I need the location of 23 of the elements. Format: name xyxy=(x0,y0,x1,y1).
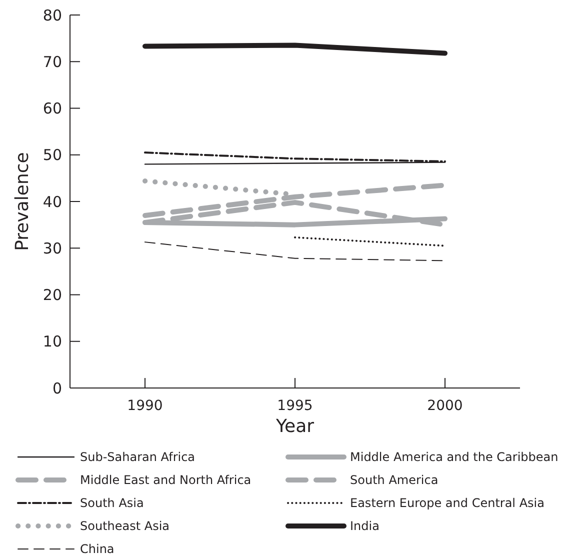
y-tick-label: 50 xyxy=(42,146,62,164)
legend-label: Middle East and North Africa xyxy=(80,473,252,488)
y-tick-label: 60 xyxy=(42,100,62,118)
legend-label: India xyxy=(350,519,380,534)
y-tick-label: 20 xyxy=(42,286,62,304)
legend-label: Southeast Asia xyxy=(80,519,170,534)
x-axis-title: Year xyxy=(274,416,315,437)
legend-label: South America xyxy=(350,473,438,488)
y-tick-label: 40 xyxy=(42,192,62,211)
legend-label: Sub-Saharan Africa xyxy=(80,450,196,464)
x-tick-label: 1995 xyxy=(277,398,313,414)
x-tick-label: 2000 xyxy=(427,398,463,414)
y-tick-label: 0 xyxy=(52,379,62,398)
x-tick-label: 1990 xyxy=(127,398,163,414)
y-tick-label: 10 xyxy=(42,332,62,351)
legend-label: South Asia xyxy=(80,496,144,510)
legend-label: Eastern Europe and Central Asia xyxy=(350,496,544,510)
legend-label: China xyxy=(80,542,114,556)
y-tick-label: 30 xyxy=(42,239,62,258)
y-axis-title: Prevalence xyxy=(12,152,33,251)
y-tick-label: 70 xyxy=(42,52,62,71)
legend-label: Middle America and the Caribbean xyxy=(350,450,558,464)
y-tick-label: 80 xyxy=(42,6,62,24)
